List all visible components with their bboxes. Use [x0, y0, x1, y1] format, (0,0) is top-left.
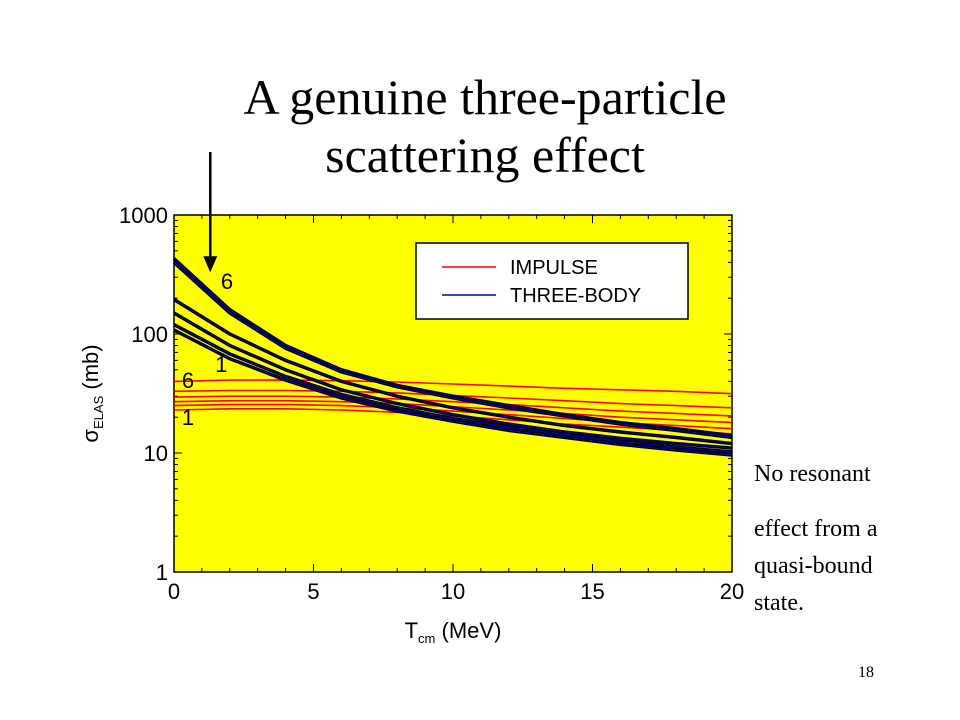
x-tick-label: 15 [580, 579, 604, 604]
curve-label: 6 [221, 269, 233, 294]
three-body-curve [173, 329, 733, 456]
x-tick-label: 5 [307, 579, 319, 604]
x-tick-label: 10 [441, 579, 465, 604]
three-body-curve [173, 261, 733, 439]
y-tick-label: 100 [131, 322, 168, 347]
three-body-curve [173, 298, 733, 445]
y-tick-label: 1 [156, 560, 168, 585]
x-tick-label: 20 [720, 579, 744, 604]
curve-label: 6 [182, 368, 194, 393]
slide-title-line-2: scattering effect [325, 127, 645, 183]
three-body-curve [173, 324, 733, 453]
x-tick-label: 0 [168, 579, 180, 604]
impulse-curve [173, 379, 733, 395]
y-tick-label: 1000 [119, 203, 168, 228]
curve-label: 1 [215, 352, 227, 377]
legend-label: IMPULSE [510, 257, 598, 279]
slide-number: 18 [858, 664, 874, 681]
curve-label: 1 [182, 405, 194, 430]
legend-box [415, 242, 689, 320]
y-axis-label: σELAS (mb) [78, 344, 106, 442]
note-line-2: effect from a [754, 516, 878, 542]
note-line-4: state. [754, 590, 804, 616]
note-line-3: quasi-bound [754, 553, 873, 579]
slide-title-line-1: A genuine three-particle [243, 69, 727, 125]
impulse-curve [173, 395, 733, 417]
x-axis-label: Tcm (MeV) [405, 618, 502, 646]
y-tick-label: 10 [144, 441, 168, 466]
legend-label: THREE-BODY [510, 285, 641, 307]
arrow-head [203, 256, 218, 273]
three-body-curve [173, 312, 733, 449]
note-line-1: No resonant [754, 461, 871, 487]
slide-title: A genuine three-particle scattering effe… [120, 68, 850, 184]
